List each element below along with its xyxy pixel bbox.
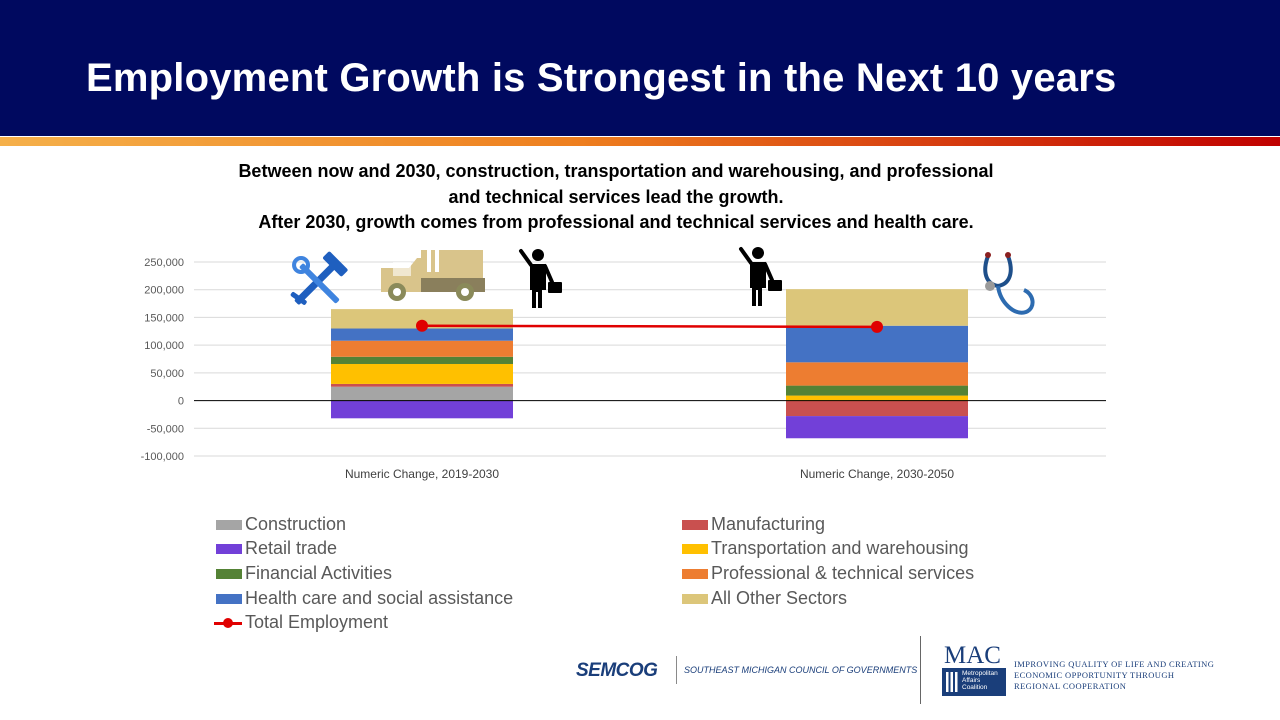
bar-segment bbox=[786, 385, 968, 396]
slide-title: Employment Growth is Strongest in the Ne… bbox=[86, 56, 1117, 100]
bar-segment bbox=[786, 362, 968, 386]
bar-segment bbox=[331, 340, 513, 357]
legend-line-marker bbox=[214, 617, 242, 629]
legend-swatch bbox=[216, 568, 242, 579]
bar-segment bbox=[786, 416, 968, 439]
legend-item-construction: Construction bbox=[216, 514, 346, 535]
legend-label: Professional & technical services bbox=[711, 563, 975, 583]
legend-item-financial: Financial Activities bbox=[216, 563, 392, 584]
legend-item-all-other: All Other Sectors bbox=[682, 588, 847, 609]
mac-full-name: Metropolitan Affairs Coalition bbox=[962, 670, 1004, 691]
chart-bars bbox=[331, 289, 968, 439]
bar-segment bbox=[331, 386, 513, 401]
legend-item-total-employment: Total Employment bbox=[214, 612, 388, 633]
legend-label: Construction bbox=[245, 514, 347, 534]
x-tick-label: Numeric Change, 2030-2050 bbox=[800, 467, 954, 481]
y-tick-label: 100,000 bbox=[144, 340, 184, 352]
mac-tagline-line: IMPROVING QUALITY OF LIFE AND CREATING bbox=[1014, 659, 1215, 669]
semcog-divider bbox=[676, 656, 677, 684]
legend-item-professional: Professional & technical services bbox=[682, 563, 974, 584]
mac-logo-bars-icon bbox=[946, 672, 958, 692]
legend-swatch bbox=[216, 593, 242, 604]
legend-item-health-care: Health care and social assistance bbox=[216, 588, 513, 609]
legend-item-retail-trade: Retail trade bbox=[216, 538, 337, 559]
mac-logo-word: MAC bbox=[944, 642, 1001, 669]
legend-swatch bbox=[216, 543, 242, 554]
stethoscope-icon bbox=[983, 252, 1035, 315]
bar-segment bbox=[786, 289, 968, 326]
mac-tagline: IMPROVING QUALITY OF LIFE AND CREATING E… bbox=[1014, 659, 1214, 692]
footer-divider bbox=[920, 636, 921, 704]
semcog-logo: SEMCOG bbox=[576, 660, 658, 681]
total-employment-line bbox=[416, 319, 883, 333]
bar-segment bbox=[331, 363, 513, 384]
legend-label: All Other Sectors bbox=[711, 588, 848, 608]
bar-segment bbox=[786, 400, 968, 417]
y-tick-label: 150,000 bbox=[144, 312, 184, 324]
mac-tagline-line: REGIONAL COOPERATION bbox=[1014, 681, 1127, 691]
mac-name-line: Coalition bbox=[962, 684, 988, 691]
bar-segment bbox=[331, 328, 513, 341]
legend-label: Transportation and warehousing bbox=[711, 538, 969, 558]
y-axis-ticks: -100,000 -50,000 0 50,000 100,000 150,000 200,… bbox=[141, 257, 184, 463]
subtitle-line: After 2030, growth comes from profession… bbox=[258, 212, 974, 232]
x-tick-label: Numeric Change, 2019-2030 bbox=[345, 467, 499, 481]
semcog-full-name: SOUTHEAST MICHIGAN COUNCIL OF GOVERNMENT… bbox=[684, 665, 918, 675]
legend-swatch bbox=[216, 519, 242, 530]
slide-subtitle: Between now and 2030, construction, tran… bbox=[100, 159, 1132, 236]
legend-label: Total Employment bbox=[245, 612, 389, 632]
legend-swatch bbox=[682, 593, 708, 604]
bar-segment bbox=[331, 400, 513, 419]
legend-label: Retail trade bbox=[245, 538, 338, 558]
x-axis-ticks: Numeric Change, 2019-2030 Numeric Change,… bbox=[345, 467, 954, 481]
total-employment-point bbox=[416, 319, 428, 332]
y-tick-label: 0 bbox=[178, 396, 184, 408]
subtitle-line: and technical services lead the growth. bbox=[448, 186, 784, 207]
businessman-icon bbox=[519, 249, 562, 308]
header-stripe bbox=[0, 137, 1280, 146]
legend-swatch bbox=[682, 519, 708, 530]
y-tick-label: 200,000 bbox=[144, 285, 184, 297]
subtitle-line: Between now and 2030, construction, tran… bbox=[238, 161, 994, 181]
legend-label: Health care and social assistance bbox=[245, 588, 514, 608]
bar-segment bbox=[786, 395, 968, 401]
legend-label: Financial Activities bbox=[245, 563, 393, 583]
y-tick-label: -50,000 bbox=[147, 423, 184, 435]
tools-icon bbox=[290, 251, 348, 305]
y-tick-label: 50,000 bbox=[150, 368, 184, 380]
legend-item-transportation: Transportation and warehousing bbox=[682, 538, 969, 559]
total-employment-point bbox=[871, 320, 883, 333]
mac-tagline-line: ECONOMIC OPPORTUNITY THROUGH bbox=[1014, 670, 1175, 680]
legend-swatch bbox=[682, 568, 708, 579]
y-tick-label: -100,000 bbox=[141, 451, 184, 463]
legend-item-manufacturing: Manufacturing bbox=[682, 514, 825, 535]
mac-name-line: Metropolitan bbox=[962, 670, 998, 677]
bar-segment bbox=[331, 309, 513, 329]
slide-header: Employment Growth is Strongest in the Ne… bbox=[0, 0, 1280, 136]
truck-icon bbox=[381, 250, 485, 301]
businessman-icon bbox=[739, 247, 782, 306]
y-tick-label: 250,000 bbox=[144, 257, 184, 269]
total-employment-line-path bbox=[421, 324, 878, 329]
legend-label: Manufacturing bbox=[711, 514, 826, 534]
bar-segment bbox=[331, 383, 513, 387]
mac-name-line: Affairs bbox=[962, 677, 981, 684]
bar-segment bbox=[331, 356, 513, 364]
legend-swatch bbox=[682, 543, 708, 554]
